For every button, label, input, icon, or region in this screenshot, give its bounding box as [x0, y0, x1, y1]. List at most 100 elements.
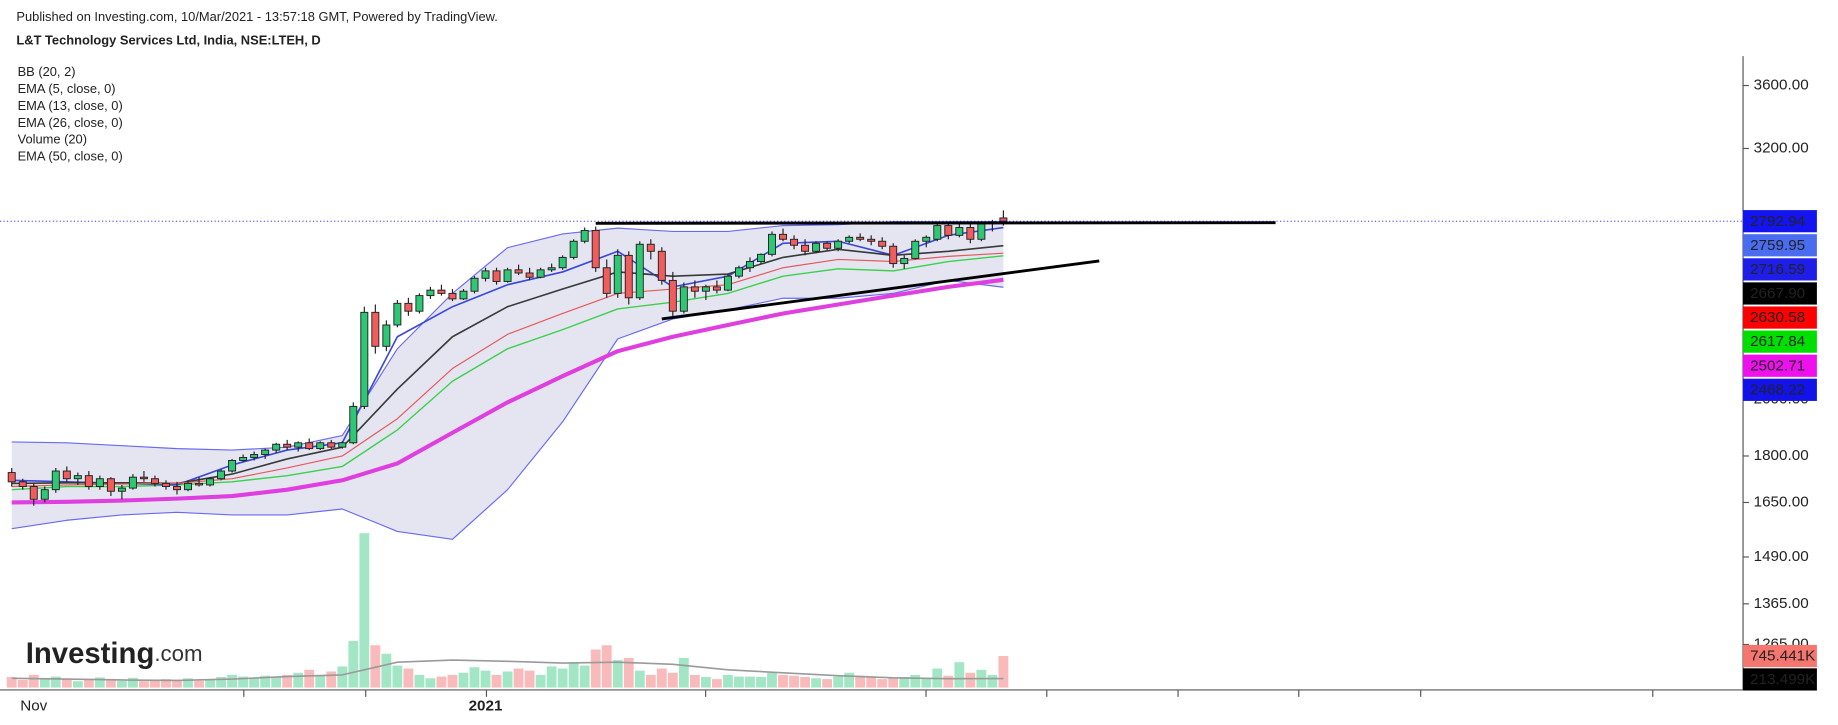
- volume-bar: [612, 660, 623, 688]
- candle-body: [801, 244, 810, 252]
- candle-body: [723, 275, 732, 291]
- volume-bar: [623, 657, 634, 688]
- volume-bar: [183, 678, 193, 688]
- candle-body: [591, 229, 600, 269]
- volume-bar: [535, 674, 546, 688]
- price-badge: [1743, 258, 1817, 281]
- trend-line: [661, 259, 1100, 321]
- volume-bar: [855, 675, 866, 688]
- volume-bar: [469, 667, 480, 688]
- volume-bar: [172, 679, 182, 688]
- candle-body: [51, 470, 60, 491]
- volume-bar: [105, 679, 116, 688]
- trend-line: [595, 221, 1276, 225]
- volume-bar: [458, 672, 469, 688]
- study-name: Volume (20): [18, 132, 87, 147]
- candle-body: [768, 233, 776, 255]
- volume-bar: [998, 656, 1009, 688]
- candle-body: [812, 242, 821, 252]
- candle-body: [261, 449, 270, 455]
- volume-bar: [227, 674, 238, 688]
- candle-body: [514, 269, 523, 274]
- volume-bar: [844, 672, 855, 688]
- volume-bar: [216, 677, 226, 688]
- volume-bar: [745, 676, 755, 688]
- candle-body: [415, 295, 424, 312]
- study-name: BB (20, 2): [18, 64, 76, 79]
- volume-bar: [502, 671, 513, 688]
- volume-bar: [910, 674, 921, 688]
- volume-bar: [689, 674, 700, 688]
- band-layer: [11, 221, 1004, 540]
- volume-bar: [6, 677, 17, 688]
- y-tick-label: 3600.00: [1754, 77, 1809, 94]
- volume-bar: [678, 657, 689, 688]
- candle-body: [999, 217, 1008, 222]
- volume-bar: [50, 676, 61, 688]
- volume-bar: [28, 674, 39, 688]
- candle-body: [250, 454, 259, 458]
- volume-bar: [734, 676, 744, 688]
- price-badge-label: 2630.58: [1750, 309, 1805, 326]
- indicator-line: [11, 277, 1004, 505]
- volume-bar: [822, 679, 833, 688]
- candle-body: [393, 302, 402, 326]
- candle-body: [657, 250, 666, 281]
- price-badge: [1743, 234, 1817, 257]
- volume-bar: [414, 674, 425, 688]
- candle-body: [184, 482, 193, 491]
- price-badge: [1743, 668, 1817, 691]
- candle-body: [856, 236, 865, 240]
- candle-body: [481, 270, 490, 279]
- candle-body: [745, 261, 754, 269]
- candle-body: [635, 243, 644, 299]
- price-badge-label: 2468.22: [1750, 381, 1805, 398]
- price-badge-label: 2759.95: [1750, 237, 1805, 254]
- volume-bar: [480, 670, 491, 688]
- candle-body: [316, 442, 325, 450]
- volume-bar: [943, 675, 954, 688]
- volume-bar: [348, 641, 359, 688]
- candle-body: [327, 442, 336, 448]
- x-tick-label: Nov: [20, 697, 47, 714]
- candle-body: [150, 478, 159, 484]
- candle-body: [360, 311, 369, 407]
- volume-bar: [778, 674, 788, 688]
- volume-bar: [800, 677, 810, 688]
- volume-bar: [524, 670, 535, 688]
- volume-bar: [557, 668, 568, 688]
- volume-bar: [656, 668, 667, 688]
- volume-bar: [271, 677, 282, 688]
- candle-body: [944, 225, 953, 236]
- candle-body: [977, 223, 986, 240]
- volume-bar: [987, 674, 998, 688]
- volume-bar: [326, 671, 337, 688]
- y-tick-label: 1800.00: [1754, 447, 1809, 464]
- volume-bar: [116, 680, 127, 688]
- price-badge-label: 2617.84: [1750, 333, 1806, 350]
- candle-body: [84, 475, 93, 487]
- volume-bar: [965, 672, 976, 688]
- candle-body: [503, 269, 512, 282]
- volume-bar: [579, 665, 590, 688]
- x-tick-label: 2021: [469, 697, 503, 714]
- price-badge: [1743, 354, 1817, 377]
- volume-bar: [899, 677, 910, 688]
- volume-bar: [568, 662, 579, 688]
- band-fill: [11, 221, 1004, 540]
- price-badge: [1743, 330, 1817, 353]
- volume-bar: [249, 678, 260, 688]
- volume-bar: [601, 645, 612, 688]
- price-badge-label: 2502.71: [1750, 357, 1805, 374]
- study-name: EMA (50, close, 0): [18, 149, 123, 164]
- published-note: Published on Investing.com, 10/Mar/2021 …: [16, 9, 497, 24]
- candle-body: [382, 324, 391, 347]
- volume-bar: [425, 678, 436, 688]
- volume-bar: [888, 677, 899, 688]
- volume-bar: [811, 678, 822, 688]
- candle-body: [459, 290, 468, 300]
- volume-bar: [72, 681, 83, 688]
- volume-bar: [711, 679, 722, 688]
- price-badge: [1743, 378, 1817, 401]
- volume-bar: [833, 676, 844, 688]
